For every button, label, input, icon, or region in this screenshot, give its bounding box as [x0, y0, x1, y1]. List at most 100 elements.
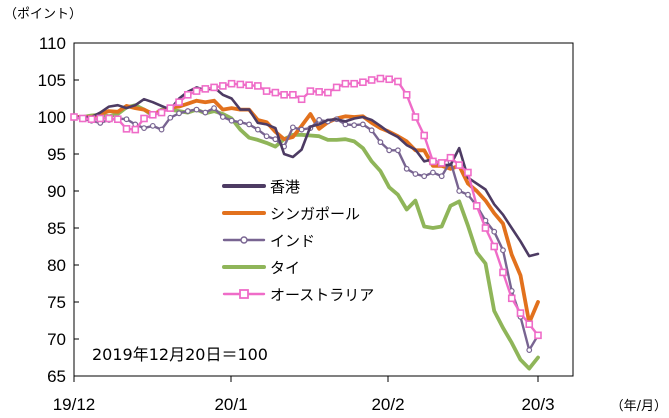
y-axis: 110 105 100 95 90 85 80 75 70 65 — [38, 34, 79, 386]
series-point-2 — [158, 126, 165, 133]
series-point-2 — [360, 121, 366, 128]
series-point-4 — [534, 331, 542, 340]
y-tick-label: 95 — [47, 145, 66, 164]
y-tick-label: 65 — [47, 367, 66, 386]
plot-area-frame — [73, 42, 574, 377]
series-point-4 — [376, 74, 385, 83]
series-point-4 — [131, 125, 140, 134]
series-point-2 — [351, 122, 358, 129]
series-point-4 — [411, 113, 420, 121]
x-axis-unit-label: （年/月） — [611, 399, 667, 414]
series-point-2 — [272, 136, 279, 143]
series-point-4 — [271, 88, 280, 97]
series-point-2 — [219, 114, 226, 120]
y-tick-label: 100 — [38, 108, 66, 127]
series-point-4 — [148, 110, 157, 119]
series-point-2 — [123, 116, 130, 123]
series-point-2 — [438, 173, 445, 180]
series-point-2 — [228, 117, 235, 124]
series-point-4 — [507, 294, 516, 303]
series-point-4 — [166, 104, 175, 112]
series-point-2 — [254, 126, 261, 133]
series-point-4 — [210, 83, 218, 92]
series-point-4 — [437, 159, 446, 167]
base-date-note: 2019年12月20日＝100 — [92, 345, 268, 364]
y-tick-label: 80 — [47, 256, 66, 275]
series-point-2 — [176, 110, 182, 117]
series-point-4 — [140, 114, 148, 123]
y-tick-label: 85 — [47, 219, 66, 238]
series-point-4 — [324, 88, 332, 97]
series-point-4 — [175, 98, 183, 106]
series-point-2 — [184, 108, 191, 114]
x-tick-label: 20/3 — [521, 395, 554, 414]
series-point-4 — [289, 91, 297, 99]
series-point-4 — [87, 115, 96, 124]
series-point-4 — [516, 309, 525, 317]
series-point-4 — [297, 95, 306, 104]
x-tick-label: 20/2 — [371, 395, 404, 414]
legend-label-2: インド — [270, 232, 315, 250]
series-point-2 — [316, 117, 323, 123]
series-point-4 — [280, 91, 288, 99]
x-axis: 19/12 20/1 20/2 20/3 — [53, 376, 555, 414]
series-point-2 — [377, 139, 384, 146]
series-point-4 — [306, 87, 315, 95]
series-point-4 — [464, 168, 472, 177]
series-point-2 — [430, 169, 436, 176]
legend-label-3: タイ — [270, 259, 300, 277]
series-point-4 — [262, 87, 271, 95]
series-point-2 — [342, 121, 349, 128]
legend-marker-4 — [239, 289, 249, 299]
series-point-4 — [227, 79, 236, 88]
series-point-2 — [202, 109, 209, 116]
series-point-4 — [254, 82, 262, 90]
series-point-4 — [78, 114, 87, 123]
series-point-2 — [456, 188, 463, 194]
legend-label-0: 香港 — [270, 178, 300, 196]
series-line-0 — [72, 86, 540, 258]
series-point-4 — [184, 91, 192, 99]
series-point-2 — [211, 105, 217, 112]
y-tick-label: 90 — [47, 182, 66, 201]
y-tick-label: 110 — [39, 34, 66, 53]
series-point-4 — [245, 81, 253, 89]
x-tick-label: 20/1 — [214, 395, 247, 414]
series-point-4 — [113, 115, 122, 124]
series-group — [70, 74, 542, 371]
series-point-2 — [421, 173, 428, 180]
series-point-4 — [332, 83, 341, 92]
series-point-2 — [526, 347, 533, 354]
series-point-4 — [350, 79, 358, 88]
legend-label-4: オーストラリア — [270, 286, 374, 304]
y-axis-unit-label: （ポイント） — [4, 7, 82, 22]
series-point-4 — [341, 79, 350, 88]
series-point-2 — [167, 114, 174, 121]
series-point-4 — [429, 157, 437, 166]
series-point-2 — [193, 106, 200, 113]
series-point-4 — [499, 268, 507, 277]
series-point-4 — [481, 224, 490, 232]
series-point-4 — [367, 76, 376, 84]
series-point-2 — [263, 133, 270, 140]
series-point-4 — [385, 75, 393, 84]
series-point-2 — [368, 127, 375, 134]
series-point-2 — [298, 126, 305, 133]
series-point-4 — [402, 91, 411, 99]
series-point-4 — [105, 114, 113, 123]
series-point-4 — [455, 161, 464, 169]
series-point-2 — [149, 122, 156, 129]
series-point-4 — [70, 113, 78, 121]
series-point-4 — [219, 82, 227, 90]
series-point-4 — [236, 80, 245, 89]
x-tick-label: 19/12 — [53, 395, 96, 414]
series-point-4 — [201, 85, 210, 93]
series-point-2 — [141, 125, 147, 132]
series-point-4 — [472, 202, 481, 210]
series-point-2 — [412, 171, 419, 177]
y-tick-label: 105 — [38, 71, 66, 90]
series-point-4 — [525, 320, 534, 329]
series-point-2 — [289, 124, 296, 131]
